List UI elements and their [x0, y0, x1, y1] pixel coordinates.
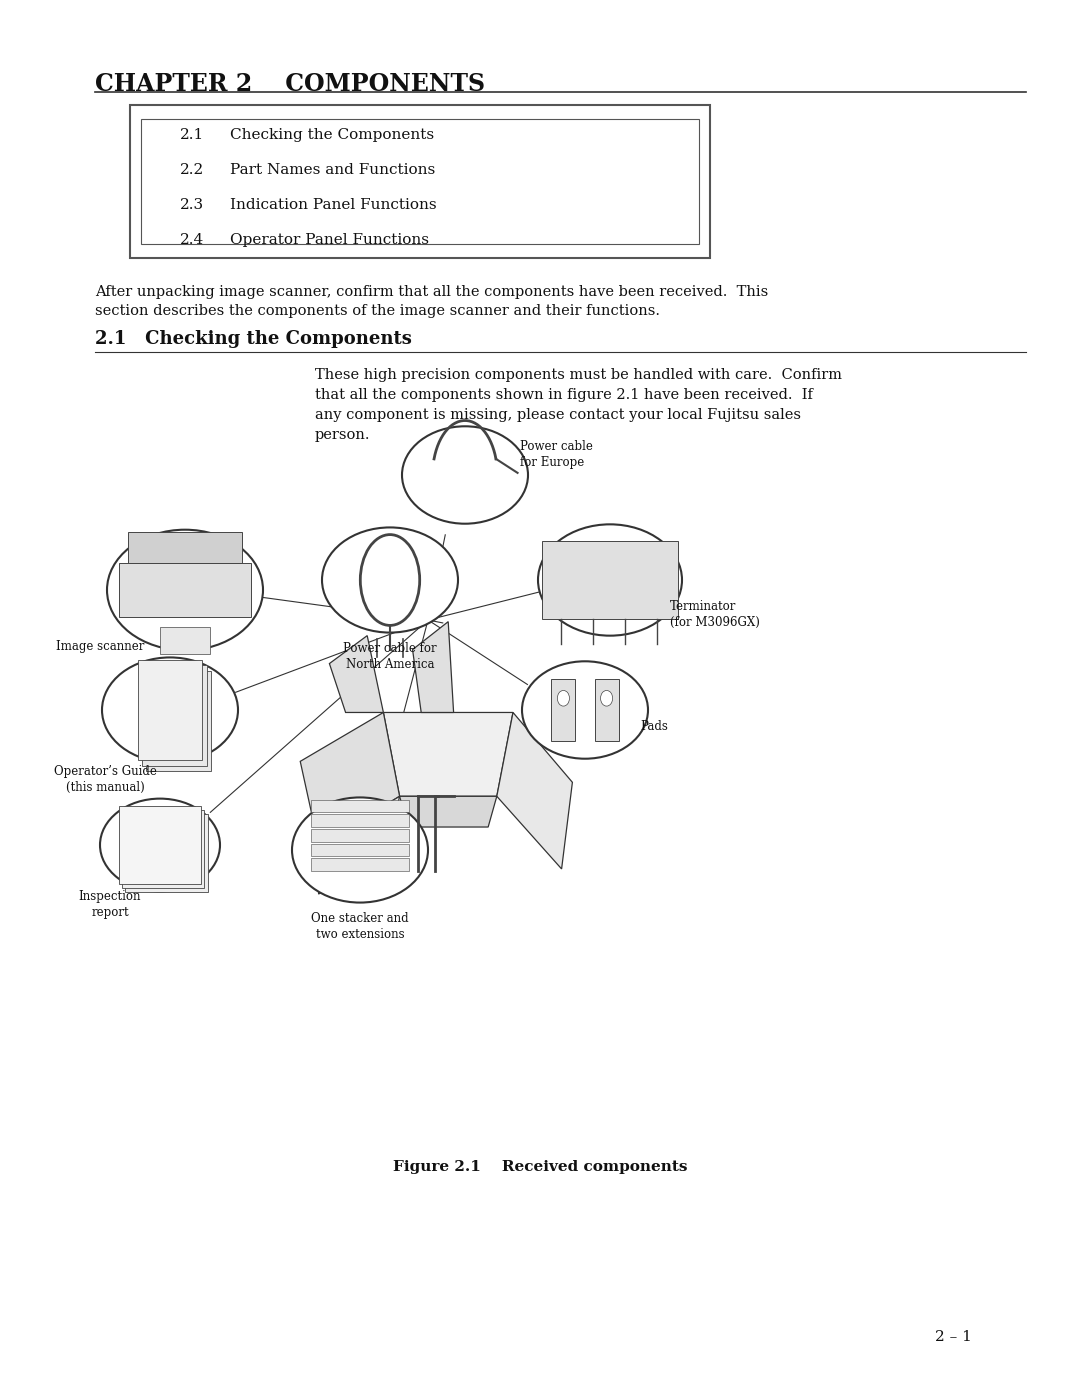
FancyBboxPatch shape — [542, 541, 678, 619]
FancyBboxPatch shape — [311, 814, 408, 827]
Text: These high precision components must be handled with care.  Confirm
that all the: These high precision components must be … — [315, 367, 842, 441]
FancyBboxPatch shape — [137, 659, 202, 760]
Ellipse shape — [322, 528, 458, 633]
Text: 2.2: 2.2 — [180, 163, 204, 177]
Ellipse shape — [600, 690, 612, 705]
FancyBboxPatch shape — [140, 119, 699, 244]
Text: Pads: Pads — [640, 719, 667, 733]
FancyBboxPatch shape — [160, 627, 210, 654]
FancyBboxPatch shape — [125, 814, 207, 893]
Text: 2 – 1: 2 – 1 — [935, 1330, 972, 1344]
Text: Checking the Components: Checking the Components — [230, 129, 434, 142]
Text: One stacker and
two extensions: One stacker and two extensions — [311, 912, 409, 942]
Polygon shape — [300, 712, 400, 845]
Text: Power cable
for Europe: Power cable for Europe — [519, 440, 593, 469]
Ellipse shape — [522, 661, 648, 759]
Text: Power cable for
North America: Power cable for North America — [343, 643, 436, 671]
Ellipse shape — [292, 798, 428, 902]
FancyBboxPatch shape — [311, 799, 408, 812]
Text: Indication Panel Functions: Indication Panel Functions — [230, 198, 436, 212]
FancyBboxPatch shape — [130, 105, 710, 258]
Ellipse shape — [557, 690, 569, 705]
Polygon shape — [383, 712, 513, 796]
FancyBboxPatch shape — [311, 858, 408, 870]
Text: Operator’s Guide
(this manual): Operator’s Guide (this manual) — [54, 766, 157, 793]
FancyBboxPatch shape — [146, 671, 211, 771]
FancyBboxPatch shape — [122, 810, 204, 888]
Text: Operator Panel Functions: Operator Panel Functions — [230, 233, 429, 247]
FancyBboxPatch shape — [119, 563, 251, 616]
FancyBboxPatch shape — [311, 828, 408, 841]
Polygon shape — [413, 622, 454, 712]
FancyBboxPatch shape — [127, 532, 242, 563]
FancyBboxPatch shape — [551, 679, 576, 742]
Text: 2.1: 2.1 — [180, 129, 204, 142]
Text: Image scanner: Image scanner — [56, 640, 145, 652]
Text: 2.1   Checking the Components: 2.1 Checking the Components — [95, 330, 411, 348]
FancyBboxPatch shape — [141, 665, 206, 766]
Ellipse shape — [100, 799, 220, 891]
Polygon shape — [319, 796, 400, 894]
Polygon shape — [400, 796, 497, 827]
Ellipse shape — [102, 658, 238, 763]
Polygon shape — [497, 712, 572, 869]
Text: Inspection
report: Inspection report — [79, 890, 141, 919]
Text: 2.3: 2.3 — [180, 198, 204, 212]
FancyBboxPatch shape — [119, 806, 201, 884]
Text: Part Names and Functions: Part Names and Functions — [230, 163, 435, 177]
Ellipse shape — [538, 524, 681, 636]
FancyBboxPatch shape — [594, 679, 619, 742]
Ellipse shape — [107, 529, 264, 650]
Text: CHAPTER 2    COMPONENTS: CHAPTER 2 COMPONENTS — [95, 73, 485, 96]
FancyBboxPatch shape — [311, 844, 408, 856]
Text: Terminator
(for M3096GX): Terminator (for M3096GX) — [670, 599, 760, 629]
Ellipse shape — [402, 426, 528, 524]
Text: After unpacking image scanner, confirm that all the components have been receive: After unpacking image scanner, confirm t… — [95, 285, 768, 319]
Text: Figure 2.1    Received components: Figure 2.1 Received components — [393, 1160, 687, 1173]
Polygon shape — [329, 636, 383, 712]
Text: 2.4: 2.4 — [180, 233, 204, 247]
